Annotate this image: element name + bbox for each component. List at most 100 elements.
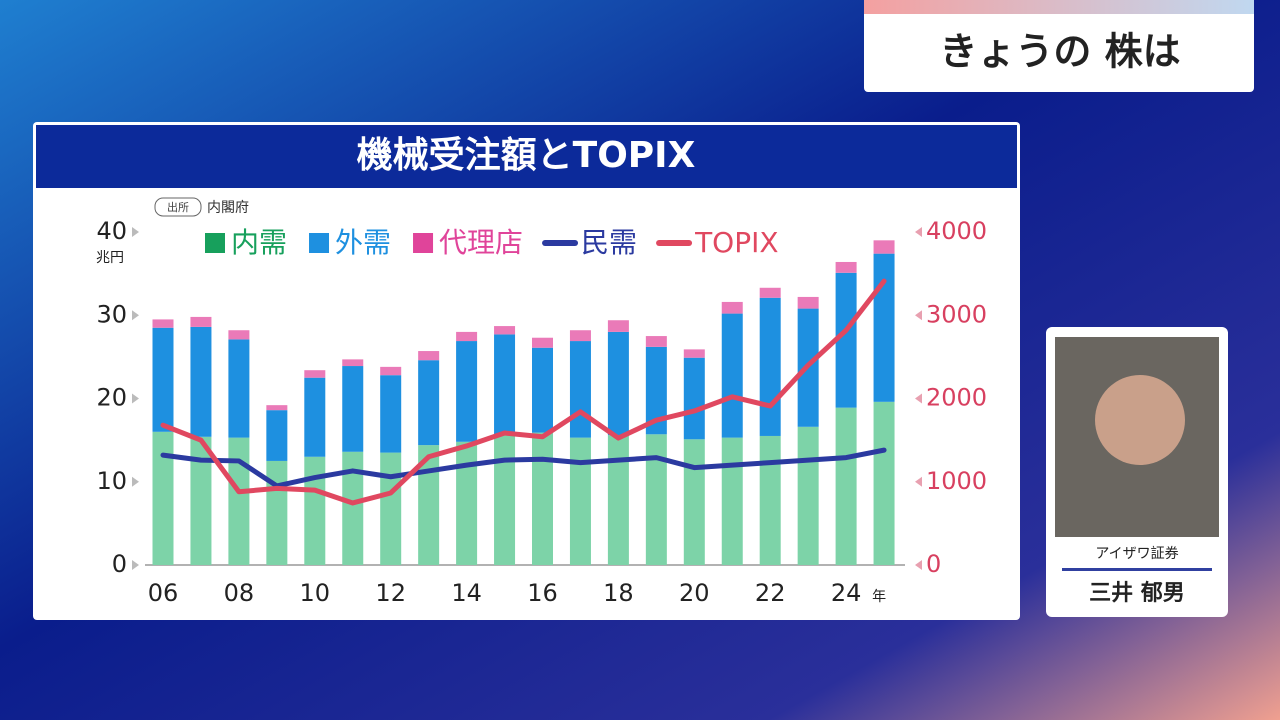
y-tick [132, 560, 139, 570]
y-tick-label: 30 [96, 300, 127, 328]
bar [645, 346, 667, 435]
bar [190, 316, 212, 327]
header-box [864, 0, 1254, 92]
bar [569, 330, 591, 342]
legend-swatch [413, 233, 434, 253]
bar [835, 261, 857, 273]
bar [228, 339, 250, 438]
bar [683, 439, 705, 565]
x-tick-label: 06 [148, 579, 179, 607]
bar [456, 331, 478, 342]
bar [456, 341, 478, 442]
bar [797, 296, 819, 309]
y2-tick [915, 310, 922, 321]
bar [797, 426, 819, 565]
bar [721, 437, 743, 565]
y2-tick-label: 0 [926, 550, 941, 578]
legend-swatch [309, 233, 330, 253]
x-tick-label: 16 [527, 579, 558, 607]
x-tick-label: 18 [603, 579, 634, 607]
x-tick-label: 22 [755, 579, 786, 607]
bar [342, 359, 364, 367]
y-tick [132, 393, 139, 404]
bar [532, 432, 553, 565]
bar [532, 347, 553, 433]
y2-tick [915, 227, 922, 237]
x-tick-label: 10 [300, 579, 331, 607]
bar [152, 431, 174, 565]
header-strip [864, 0, 1254, 14]
bar [456, 441, 478, 565]
bar [266, 460, 288, 565]
bar [607, 320, 629, 332]
bar [873, 253, 895, 402]
bar [645, 336, 667, 347]
source-badge [154, 197, 202, 217]
legend-label: TOPIX [694, 226, 778, 259]
bar [607, 331, 629, 436]
bar [873, 401, 895, 565]
y2-tick-label: 3000 [926, 300, 987, 328]
bar [759, 435, 781, 565]
bar [304, 370, 326, 378]
legend-label: 内需 [231, 226, 287, 259]
y-tick [132, 310, 139, 321]
bar [342, 366, 364, 452]
bar [304, 377, 326, 457]
bar [152, 319, 174, 328]
bar [721, 313, 743, 438]
legend-label: 外需 [335, 226, 391, 259]
bar [835, 407, 857, 565]
bar [759, 287, 781, 298]
source-label: 出所 [167, 200, 189, 214]
bar [266, 405, 288, 411]
y-tick-label: 0 [112, 550, 127, 578]
y2-tick-label: 2000 [926, 384, 987, 412]
y-tick-label: 40 [96, 217, 127, 245]
guest-face [1095, 375, 1185, 465]
x-tick-label: 14 [451, 579, 482, 607]
bar [532, 337, 553, 348]
x-tick-label: 24 [831, 579, 862, 607]
line [160, 447, 887, 489]
y2-tick [915, 393, 922, 404]
header-title: きょうの 株は [939, 30, 1180, 74]
chart-title: 機械受注額とTOPIX [357, 135, 696, 176]
bar [645, 434, 667, 565]
legend-swatch [205, 233, 225, 253]
guest-rule [1062, 568, 1212, 571]
bar [228, 437, 250, 565]
bar [152, 327, 174, 432]
legend-label: 民需 [581, 226, 637, 259]
line [160, 278, 887, 506]
bar [835, 272, 857, 408]
bar [873, 240, 895, 254]
bar [569, 341, 591, 438]
x-unit: 年 [872, 589, 886, 605]
y2-tick [915, 560, 922, 570]
y2-tick-label: 1000 [926, 467, 987, 495]
bar [190, 436, 212, 565]
bar [266, 410, 288, 461]
y-tick-label: 20 [96, 384, 127, 412]
y2-tick-label: 4000 [926, 217, 987, 245]
bar [721, 301, 743, 314]
bar [683, 357, 705, 440]
y-tick [132, 227, 139, 237]
y-tick [132, 476, 139, 487]
legend-label: 代理店 [439, 226, 523, 259]
bar [380, 452, 402, 565]
bar [418, 360, 440, 446]
source: 内閣府 [207, 200, 249, 216]
bar [494, 435, 516, 565]
guest-name: 三井 郁男 [1089, 580, 1185, 606]
bar [569, 437, 591, 565]
bar [342, 451, 364, 565]
bar [607, 435, 629, 565]
bar [494, 334, 516, 436]
y-unit: 兆円 [96, 250, 124, 266]
bar [304, 456, 326, 565]
bar [380, 375, 402, 453]
